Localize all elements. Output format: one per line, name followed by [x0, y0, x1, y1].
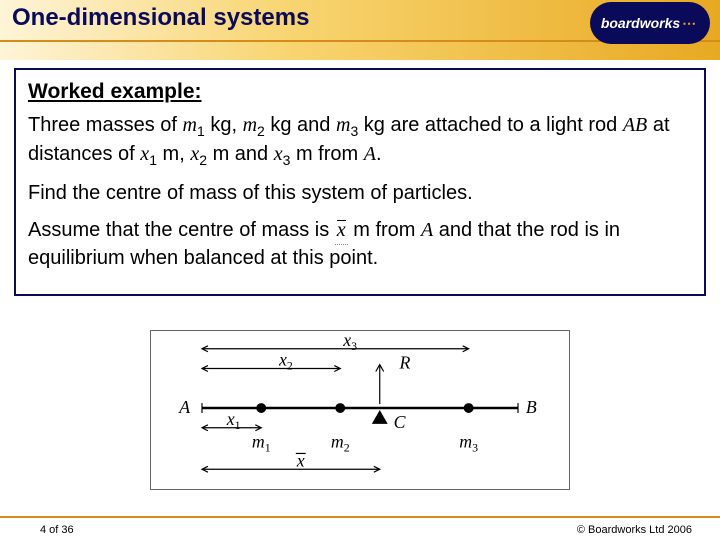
t: m and: [207, 143, 274, 165]
svg-text:R: R: [399, 353, 411, 373]
logo-text-1: board: [601, 15, 640, 31]
var-m3: m: [336, 114, 350, 136]
worked-example-panel: Worked example: Three masses of m1 kg, m…: [14, 68, 706, 296]
panel-para-2: Find the centre of mass of this system o…: [28, 180, 692, 207]
svg-text:m1: m1: [252, 432, 271, 455]
var-x2: x: [190, 143, 199, 165]
sub: 1: [149, 152, 157, 168]
sub: 2: [257, 123, 265, 139]
xbar-x: x: [337, 219, 346, 241]
var-x1: x: [140, 143, 149, 165]
var-ab: AB: [623, 114, 647, 136]
var-m2: m: [243, 114, 257, 136]
t: kg are attached to a light rod: [358, 114, 623, 136]
page-title: One-dimensional systems: [12, 4, 309, 32]
svg-text:x1: x1: [226, 409, 241, 432]
t: kg and: [265, 114, 336, 136]
sub: 2: [199, 152, 207, 168]
t: Assume that the centre of mass is: [28, 219, 335, 241]
t: kg,: [205, 114, 243, 136]
svg-text:C: C: [394, 412, 407, 432]
var-m1: m: [183, 114, 197, 136]
t: m,: [157, 143, 190, 165]
page-counter: 4 of 36: [40, 524, 74, 536]
panel-para-3: Assume that the centre of mass is x m fr…: [28, 217, 692, 272]
t: m from: [348, 219, 421, 241]
diagram: x3 x2 x1 A Bm1 m2 m3 R Cx: [150, 330, 570, 490]
svg-text:x3: x3: [342, 331, 357, 353]
var-x3: x: [274, 143, 283, 165]
svg-text:m2: m2: [331, 432, 350, 455]
svg-text:x: x: [296, 450, 305, 470]
header: One-dimensional systems boardworks⋯: [0, 0, 720, 60]
t: m from: [290, 143, 363, 165]
svg-text:m3: m3: [459, 432, 478, 455]
diagram-svg: x3 x2 x1 A Bm1 m2 m3 R Cx: [151, 331, 569, 489]
var-xbar: x: [335, 217, 348, 245]
svg-text:x2: x2: [278, 350, 293, 373]
svg-text:A: A: [178, 397, 190, 417]
logo-badge: boardworks⋯: [590, 2, 710, 44]
logo-text-2: works: [640, 15, 680, 31]
panel-heading: Worked example:: [28, 80, 692, 104]
t: .: [376, 143, 382, 165]
t: Three masses of: [28, 114, 183, 136]
copyright: © Boardworks Ltd 2006: [577, 524, 692, 536]
panel-para-1: Three masses of m1 kg, m2 kg and m3 kg a…: [28, 112, 692, 170]
var-a: A: [421, 219, 433, 241]
logo-dots-icon: ⋯: [682, 15, 699, 32]
var-a: A: [364, 143, 376, 165]
sub: 1: [197, 123, 205, 139]
svg-text:B: B: [526, 397, 537, 417]
footer-rule: [0, 516, 720, 518]
